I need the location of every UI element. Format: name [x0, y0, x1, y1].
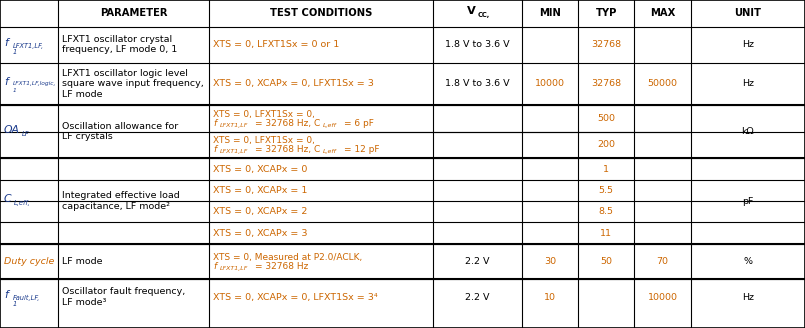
- Text: Hz: Hz: [742, 293, 753, 301]
- Text: f: f: [4, 290, 8, 300]
- Text: f: f: [213, 262, 217, 271]
- Text: 10000: 10000: [535, 79, 565, 88]
- Text: XTS = 0, LFXT1Sx = 0 or 1: XTS = 0, LFXT1Sx = 0 or 1: [213, 40, 340, 49]
- Text: CC,: CC,: [477, 12, 489, 18]
- Text: 1: 1: [603, 165, 609, 174]
- Text: OA: OA: [4, 125, 20, 134]
- Text: f: f: [4, 38, 8, 48]
- Text: 1.8 V to 3.6 V: 1.8 V to 3.6 V: [445, 40, 510, 49]
- Text: XTS = 0, LFXT1Sx = 0,: XTS = 0, LFXT1Sx = 0,: [213, 110, 316, 119]
- Text: XTS = 0, XCAPx = 0: XTS = 0, XCAPx = 0: [213, 165, 308, 174]
- Text: f: f: [213, 146, 217, 154]
- Text: 50: 50: [601, 257, 612, 266]
- Text: 32768: 32768: [591, 40, 621, 49]
- Text: UNIT: UNIT: [734, 9, 762, 18]
- Text: Oscillation allowance for
LF crystals: Oscillation allowance for LF crystals: [62, 122, 178, 141]
- Text: MIN: MIN: [539, 9, 561, 18]
- Text: 1.8 V to 3.6 V: 1.8 V to 3.6 V: [445, 79, 510, 88]
- Text: 2.2 V: 2.2 V: [465, 293, 489, 301]
- Text: 11: 11: [601, 229, 612, 237]
- Text: = 32768 Hz: = 32768 Hz: [255, 262, 308, 271]
- Text: XTS = 0, XCAPx = 0, LFXT1Sx = 3⁴: XTS = 0, XCAPx = 0, LFXT1Sx = 3⁴: [213, 293, 378, 301]
- Text: LFXT1 oscillator crystal
frequency, LF mode 0, 1: LFXT1 oscillator crystal frequency, LF m…: [62, 35, 177, 54]
- Text: kΩ: kΩ: [741, 127, 754, 136]
- Text: Fault,LF,: Fault,LF,: [13, 295, 40, 301]
- Text: C: C: [4, 194, 11, 204]
- Text: 30: 30: [543, 257, 556, 266]
- Text: TEST CONDITIONS: TEST CONDITIONS: [270, 9, 373, 18]
- Text: LF mode: LF mode: [62, 257, 102, 266]
- Text: 32768: 32768: [591, 79, 621, 88]
- Text: MAX: MAX: [650, 9, 675, 18]
- Text: L,eff: L,eff: [324, 150, 337, 154]
- Text: PARAMETER: PARAMETER: [100, 9, 167, 18]
- Text: Integrated effective load
capacitance, LF mode²: Integrated effective load capacitance, L…: [62, 191, 180, 211]
- Text: Hz: Hz: [742, 40, 753, 49]
- Text: XTS = 0, LFXT1Sx = 0,: XTS = 0, LFXT1Sx = 0,: [213, 136, 316, 146]
- Text: 50000: 50000: [647, 79, 678, 88]
- Text: pF: pF: [742, 196, 753, 206]
- Text: XTS = 0, Measured at P2.0/ACLK,: XTS = 0, Measured at P2.0/ACLK,: [213, 253, 362, 262]
- Text: 5.5: 5.5: [599, 186, 613, 195]
- Text: L,eff: L,eff: [324, 123, 337, 128]
- Text: f: f: [4, 77, 8, 87]
- Text: LFXT1,LF: LFXT1,LF: [221, 150, 249, 154]
- Text: LFXT1,LF,logic,: LFXT1,LF,logic,: [13, 81, 56, 86]
- Text: LFXT1,LF: LFXT1,LF: [221, 266, 249, 271]
- Text: TYP: TYP: [596, 9, 617, 18]
- Text: 1: 1: [13, 49, 17, 55]
- Text: 200: 200: [597, 140, 615, 150]
- Text: XTS = 0, XCAPx = 3: XTS = 0, XCAPx = 3: [213, 229, 308, 237]
- Text: Duty cycle: Duty cycle: [4, 257, 55, 266]
- Text: 1: 1: [13, 88, 17, 93]
- Text: LF: LF: [22, 131, 30, 136]
- Text: XTS = 0, XCAPx = 2: XTS = 0, XCAPx = 2: [213, 207, 308, 216]
- Text: = 6 pF: = 6 pF: [345, 119, 374, 128]
- Text: = 32768 Hz, C: = 32768 Hz, C: [255, 146, 320, 154]
- Text: V: V: [467, 7, 476, 16]
- Text: L,eff,: L,eff,: [14, 200, 31, 206]
- Text: 2.2 V: 2.2 V: [465, 257, 489, 266]
- Text: f: f: [213, 119, 217, 128]
- Text: 500: 500: [597, 113, 615, 123]
- Text: 70: 70: [657, 257, 668, 266]
- Text: LFXT1 oscillator logic level
square wave input frequency,
LF mode: LFXT1 oscillator logic level square wave…: [62, 69, 204, 98]
- Text: Oscillator fault frequency,
LF mode³: Oscillator fault frequency, LF mode³: [62, 287, 185, 307]
- Text: Hz: Hz: [742, 79, 753, 88]
- Text: 10000: 10000: [647, 293, 678, 301]
- Text: XTS = 0, XCAPx = 0, LFXT1Sx = 3: XTS = 0, XCAPx = 0, LFXT1Sx = 3: [213, 79, 374, 88]
- Text: LFXT1,LF: LFXT1,LF: [221, 123, 249, 128]
- Text: 10: 10: [544, 293, 555, 301]
- Text: XTS = 0, XCAPx = 1: XTS = 0, XCAPx = 1: [213, 186, 308, 195]
- Text: = 32768 Hz, C: = 32768 Hz, C: [255, 119, 320, 128]
- Text: LFXT1,LF,: LFXT1,LF,: [13, 43, 44, 49]
- Text: = 12 pF: = 12 pF: [345, 146, 380, 154]
- Text: %: %: [743, 257, 753, 266]
- Text: 8.5: 8.5: [599, 207, 613, 216]
- Text: 1: 1: [13, 301, 17, 307]
